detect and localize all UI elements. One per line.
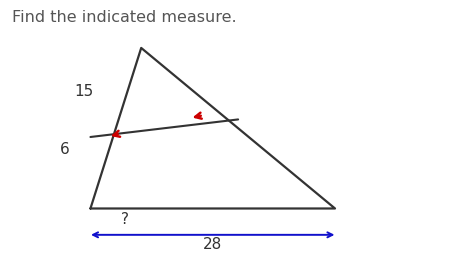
Text: 6: 6 bbox=[60, 142, 70, 157]
Text: 28: 28 bbox=[203, 237, 222, 252]
Text: Find the indicated measure.: Find the indicated measure. bbox=[12, 10, 237, 25]
Text: 15: 15 bbox=[74, 84, 93, 99]
Text: ?: ? bbox=[121, 212, 129, 227]
